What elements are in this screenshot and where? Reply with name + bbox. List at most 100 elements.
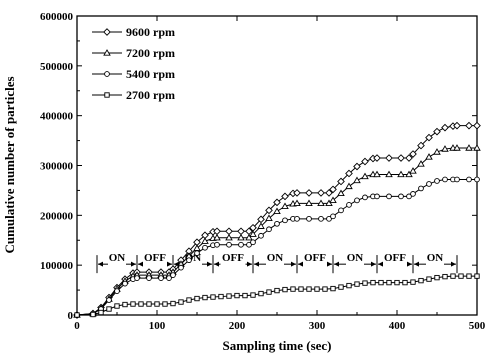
data-point-diamond bbox=[337, 177, 345, 186]
data-point-triangle bbox=[245, 233, 253, 241]
phase-on: ON bbox=[332, 252, 378, 274]
data-point-circle bbox=[374, 193, 380, 200]
data-point-square bbox=[130, 301, 136, 307]
data-point-circle bbox=[122, 280, 128, 287]
series-layer bbox=[73, 121, 481, 319]
data-point-circle bbox=[306, 215, 312, 222]
data-point-triangle bbox=[249, 230, 257, 237]
arrowhead bbox=[407, 261, 412, 267]
data-point-circle bbox=[318, 215, 324, 222]
legend-label: 7200 rpm bbox=[126, 46, 175, 60]
data-point-circle bbox=[258, 232, 264, 239]
data-point-triangle bbox=[473, 144, 481, 151]
data-point-triangle bbox=[103, 49, 111, 56]
phase-off: OFF bbox=[296, 252, 334, 274]
x-axis: 0 100 200 300 400 500 bbox=[74, 16, 486, 332]
data-point-circle bbox=[170, 272, 176, 278]
legend-label: 5400 rpm bbox=[126, 67, 175, 81]
data-point-diamond bbox=[397, 154, 405, 162]
data-point-triangle bbox=[345, 182, 353, 190]
data-point-triangle bbox=[225, 233, 233, 241]
data-point-square bbox=[162, 301, 168, 307]
phase-off: OFF bbox=[212, 252, 254, 274]
data-point-square bbox=[106, 306, 112, 312]
data-point-diamond bbox=[465, 121, 473, 130]
data-point-square bbox=[394, 279, 400, 286]
data-point-square bbox=[442, 273, 448, 280]
data-point-square bbox=[104, 92, 110, 98]
arrowhead bbox=[138, 261, 143, 267]
data-point-circle bbox=[442, 176, 448, 183]
arrowhead bbox=[207, 261, 212, 267]
data-point-circle bbox=[418, 185, 424, 192]
data-point-circle bbox=[214, 241, 220, 248]
data-point-square bbox=[250, 292, 256, 298]
x-tick-label: 500 bbox=[469, 320, 486, 332]
data-point-square bbox=[274, 287, 280, 294]
data-point-triangle bbox=[405, 170, 413, 178]
x-axis-title: Sampling time (sec) bbox=[222, 338, 331, 353]
phase-label: ON bbox=[267, 252, 284, 264]
legend-item: 7200 rpm bbox=[92, 46, 175, 60]
data-point-square bbox=[138, 301, 144, 307]
data-point-square bbox=[290, 286, 296, 292]
data-point-triangle bbox=[353, 176, 361, 184]
data-point-diamond bbox=[353, 162, 361, 171]
data-point-triangle bbox=[397, 170, 405, 178]
arrowhead bbox=[291, 261, 296, 267]
data-point-circle bbox=[178, 264, 184, 271]
data-point-diamond bbox=[237, 227, 245, 236]
data-point-triangle bbox=[213, 233, 221, 241]
data-point-circle bbox=[434, 178, 440, 184]
data-point-diamond bbox=[385, 154, 393, 162]
data-point-triangle bbox=[273, 207, 281, 214]
arrowhead bbox=[334, 261, 339, 267]
arrowhead bbox=[327, 261, 332, 267]
data-point-diamond bbox=[325, 189, 333, 197]
data-point-diamond bbox=[417, 141, 425, 150]
y-tick-label: 300000 bbox=[40, 161, 74, 173]
data-point-square bbox=[370, 279, 376, 286]
phase-label: ON bbox=[109, 252, 126, 264]
phase-label: OFF bbox=[384, 252, 406, 264]
data-point-diamond bbox=[265, 206, 273, 215]
data-point-square bbox=[466, 273, 472, 279]
series-line bbox=[76, 125, 477, 316]
data-point-diamond bbox=[361, 157, 369, 166]
data-point-square bbox=[314, 286, 320, 292]
phase-on: ON bbox=[252, 252, 298, 274]
data-point-circle bbox=[410, 191, 416, 197]
data-point-square bbox=[218, 293, 224, 300]
arrowhead bbox=[98, 261, 103, 267]
y-tick-label: 200000 bbox=[40, 210, 74, 222]
data-point-circle bbox=[398, 193, 404, 200]
data-point-diamond bbox=[345, 169, 353, 178]
data-point-square bbox=[378, 279, 384, 286]
data-point-square bbox=[434, 274, 440, 281]
series-5400-rpm bbox=[74, 176, 480, 318]
data-point-square bbox=[402, 279, 408, 286]
data-point-square bbox=[426, 276, 432, 282]
data-point-square bbox=[202, 294, 208, 301]
data-point-diamond bbox=[425, 133, 433, 142]
data-point-triangle bbox=[201, 237, 209, 244]
phase-on: ON bbox=[96, 252, 138, 274]
data-point-circle bbox=[104, 71, 110, 77]
data-point-square bbox=[242, 292, 248, 299]
data-point-square bbox=[210, 294, 216, 300]
data-point-square bbox=[74, 312, 80, 318]
arrowhead bbox=[174, 261, 179, 267]
data-point-diamond bbox=[281, 192, 289, 201]
data-point-square bbox=[154, 301, 160, 307]
data-point-circle bbox=[330, 213, 336, 220]
legend-label: 9600 rpm bbox=[126, 25, 175, 39]
data-point-circle bbox=[354, 197, 360, 204]
data-point-triangle bbox=[385, 170, 393, 178]
data-point-square bbox=[354, 281, 360, 287]
data-point-circle bbox=[466, 176, 472, 183]
data-point-circle bbox=[146, 275, 152, 281]
data-point-square bbox=[386, 279, 392, 286]
y-axis: 0 100000 200000 300000 400000 500000 600000 bbox=[40, 11, 477, 322]
data-point-square bbox=[322, 286, 328, 292]
phase-on: ON bbox=[412, 252, 458, 274]
